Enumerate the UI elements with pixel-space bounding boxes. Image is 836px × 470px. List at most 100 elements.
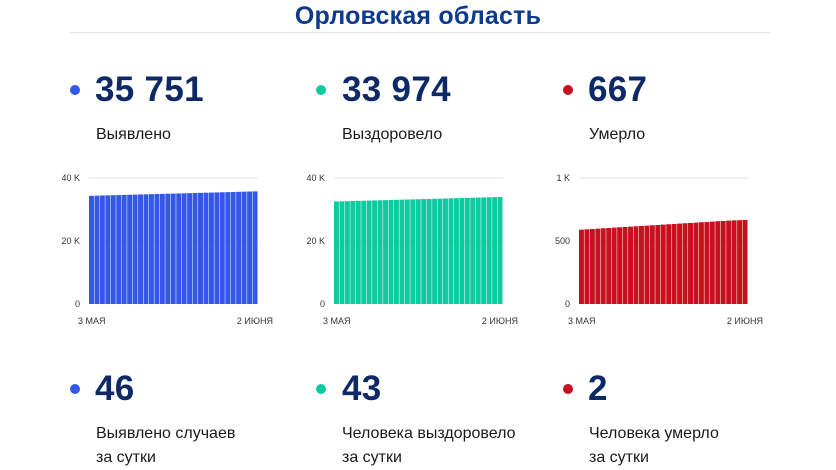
bar	[236, 191, 242, 304]
y-tick-label: 1 K	[556, 173, 570, 183]
bar	[617, 227, 623, 304]
x-end-label: 2 ИЮНЯ	[237, 316, 273, 326]
bar	[421, 199, 427, 304]
bar	[584, 229, 590, 304]
daily-deaths-value: 2	[588, 369, 608, 408]
daily-recovered-label-line2: за сутки	[342, 449, 402, 466]
bar	[415, 199, 421, 304]
bar	[143, 194, 149, 304]
deaths-bar-chart: 0 500 1 K 3 МАЯ 2 ИЮНЯ	[555, 173, 763, 326]
bar	[709, 221, 715, 304]
bar	[105, 195, 111, 304]
bullet-dot	[70, 384, 80, 394]
bar	[159, 193, 165, 304]
x-end-label: 2 ИЮНЯ	[482, 316, 518, 326]
bar	[638, 226, 644, 304]
bar	[247, 191, 253, 304]
bar	[404, 199, 410, 304]
bar	[655, 225, 661, 304]
bullet-dot	[563, 85, 573, 95]
x-start-label: 3 МАЯ	[568, 316, 596, 326]
bar	[344, 201, 350, 304]
recovered-value: 33 974	[342, 70, 451, 109]
bar	[426, 198, 432, 304]
bar	[497, 196, 503, 304]
bar	[339, 201, 345, 304]
x-end-label: 2 ИЮНЯ	[727, 316, 763, 326]
bar	[181, 193, 187, 304]
bar	[443, 198, 448, 304]
x-start-label: 3 МАЯ	[78, 316, 106, 326]
page-title: Орловская область	[294, 2, 542, 30]
bar	[176, 193, 182, 304]
bar	[704, 221, 710, 304]
bar	[660, 224, 666, 304]
daily-detected-label-line2: за сутки	[96, 449, 156, 466]
bar	[677, 223, 683, 304]
bar	[148, 194, 154, 304]
bar	[698, 222, 704, 304]
bar	[89, 195, 94, 304]
bar	[219, 192, 225, 304]
bullet-dot	[70, 85, 80, 95]
bar	[726, 220, 732, 304]
bar	[399, 199, 405, 304]
bar	[737, 220, 743, 304]
bar	[383, 200, 389, 304]
bar	[110, 195, 116, 304]
bar	[720, 220, 726, 304]
detected-value: 35 751	[95, 70, 204, 109]
daily-deaths-label-line1: Человека умерло	[589, 425, 719, 442]
bar	[127, 194, 133, 304]
recovered-bar-chart: 0 20 K 40 K 3 МАЯ 2 ИЮНЯ	[306, 173, 518, 326]
bar	[475, 197, 481, 304]
bar	[715, 221, 721, 304]
bar	[187, 193, 193, 304]
bar	[198, 192, 203, 304]
bar	[671, 223, 677, 304]
bar	[192, 193, 198, 304]
bar	[606, 228, 612, 304]
bar	[666, 224, 672, 304]
bar	[355, 200, 361, 304]
bar	[230, 191, 236, 304]
daily-recovered-label-line1: Человека выздоровело	[342, 425, 516, 442]
bar	[377, 200, 383, 304]
bar	[372, 200, 378, 304]
deaths-value: 667	[588, 70, 648, 109]
bar	[459, 198, 465, 304]
bullet-dot	[563, 384, 573, 394]
y-tick-label: 0	[75, 299, 80, 309]
bar	[94, 195, 100, 304]
detected-label: Выявлено	[96, 126, 171, 143]
bar	[693, 222, 699, 304]
bar	[410, 199, 416, 304]
bar	[628, 226, 634, 304]
bar	[334, 201, 339, 304]
bar	[132, 194, 138, 304]
bar	[453, 198, 459, 304]
detected-bar-chart: 0 20 K 40 K 3 МАЯ 2 ИЮНЯ	[61, 173, 273, 326]
bar	[208, 192, 214, 304]
x-start-label: 3 МАЯ	[323, 316, 351, 326]
bullet-dot	[316, 85, 326, 95]
bar	[448, 198, 454, 304]
bar	[361, 200, 367, 304]
bar	[388, 199, 394, 304]
y-tick-label: 0	[565, 299, 570, 309]
bar	[203, 192, 209, 304]
bar	[252, 191, 258, 304]
bar	[481, 197, 487, 304]
bar	[432, 198, 438, 304]
bar	[437, 198, 443, 304]
bar	[622, 227, 628, 304]
y-tick-label: 20 K	[306, 236, 325, 246]
bar	[644, 225, 650, 304]
bar	[742, 219, 748, 304]
bar	[464, 197, 470, 304]
y-tick-label: 500	[555, 236, 570, 246]
daily-detected-label-line1: Выявлено случаев	[96, 425, 236, 442]
bar	[366, 200, 372, 304]
bar	[600, 228, 606, 304]
bar	[225, 192, 231, 304]
